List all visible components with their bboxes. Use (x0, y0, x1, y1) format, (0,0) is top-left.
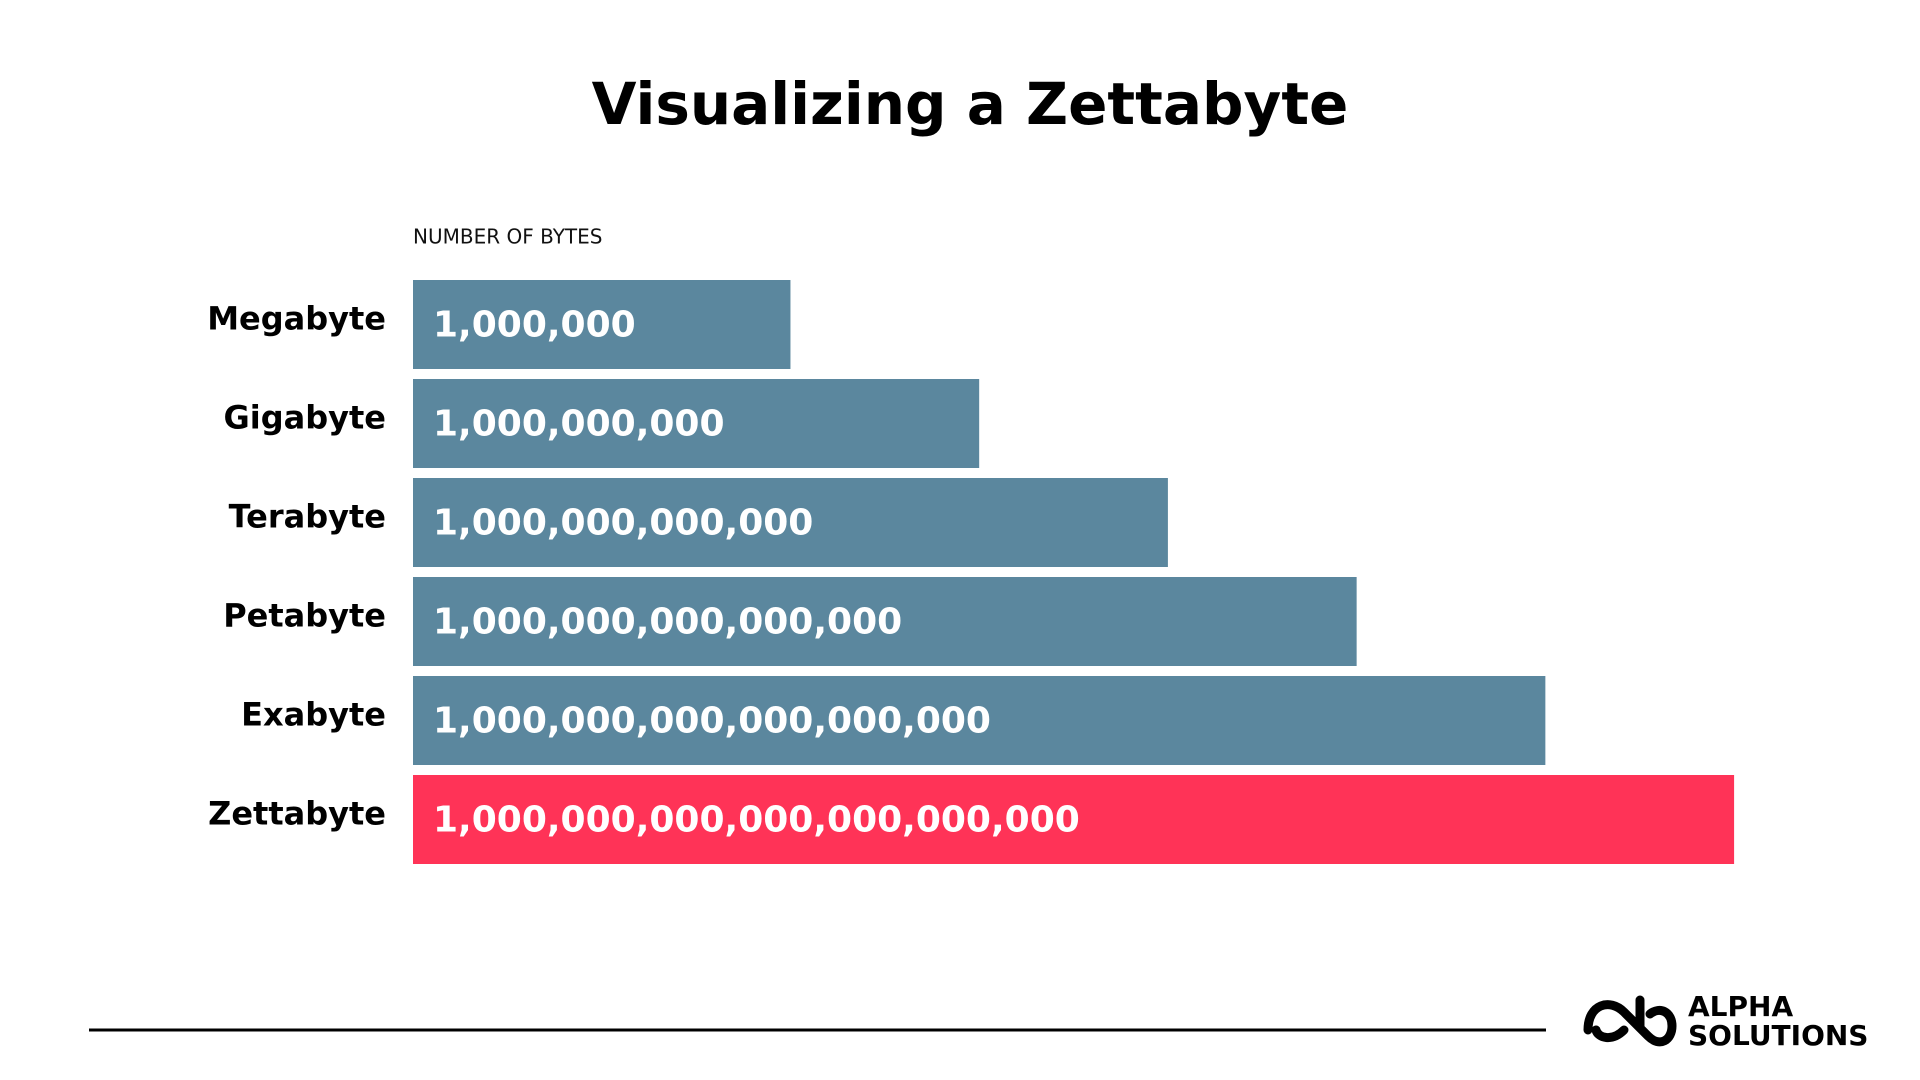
category-label: Terabyte (229, 498, 386, 536)
category-label: Petabyte (223, 597, 386, 635)
bar-value-label: 1,000,000,000,000 (433, 503, 813, 544)
category-label: Gigabyte (224, 399, 387, 437)
bar-value-label: 1,000,000,000,000,000,000,000 (433, 800, 1080, 841)
category-label: Megabyte (207, 300, 386, 338)
logo-text: ALPHA (1688, 990, 1793, 1023)
category-label: Zettabyte (208, 795, 386, 833)
bar (413, 577, 1357, 666)
axis-label: NUMBER OF BYTES (413, 225, 602, 249)
bar-value-label: 1,000,000,000,000,000,000 (433, 701, 991, 742)
logo-icon (1583, 995, 1677, 1047)
category-label: Exabyte (241, 696, 386, 734)
bar (413, 775, 1735, 864)
bar (413, 676, 1546, 765)
chart-title: Visualizing a Zettabyte (592, 70, 1349, 138)
logo: ALPHA SOLUTIONS (1583, 990, 1868, 1052)
bar (413, 478, 1168, 567)
bar-value-label: 1,000,000,000,000,000 (433, 602, 902, 643)
bar-value-label: 1,000,000 (433, 305, 636, 346)
bar-value-label: 1,000,000,000 (433, 404, 725, 445)
bar (413, 379, 980, 468)
bar (413, 280, 791, 369)
logo-text: SOLUTIONS (1688, 1019, 1868, 1052)
